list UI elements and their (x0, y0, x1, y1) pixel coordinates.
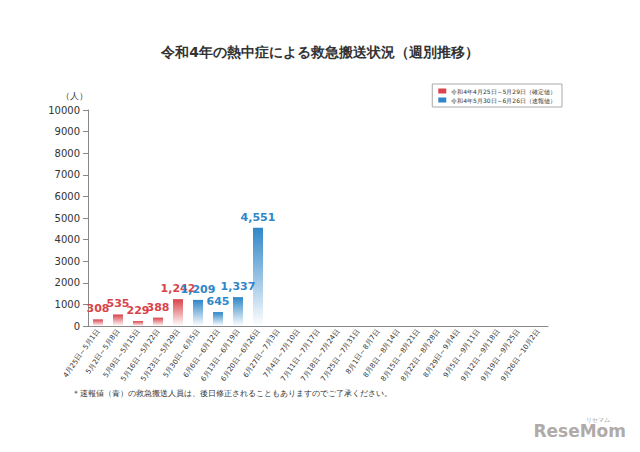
svg-text:8月22日～8月28日: 8月22日～8月28日 (399, 327, 442, 383)
svg-text:4月25日～5月1日: 4月25日～5月1日 (62, 328, 101, 379)
svg-text:9月19日～9月25日: 9月19日～9月25日 (479, 327, 522, 383)
svg-text:645: 645 (207, 295, 230, 308)
svg-text:5000: 5000 (55, 213, 80, 224)
svg-text:5月23日～5月29日: 5月23日～5月29日 (139, 327, 182, 383)
svg-text:7月25日～7月31日: 7月25日～7月31日 (319, 327, 362, 383)
svg-text:6月27日～7月3日: 6月27日～7月3日 (242, 328, 281, 379)
svg-text:リセマム: リセマム (586, 415, 610, 423)
svg-text:令和4年5月30日～6月26日（速報値）: 令和4年5月30日～6月26日（速報値） (451, 97, 556, 105)
svg-text:6月20日～6月26日: 6月20日～6月26日 (219, 327, 262, 383)
svg-text:9000: 9000 (55, 126, 80, 137)
svg-text:1,337: 1,337 (221, 280, 256, 293)
svg-text:8月15日～8月21日: 8月15日～8月21日 (379, 327, 422, 383)
svg-text:10000: 10000 (48, 105, 80, 116)
svg-text:7000: 7000 (55, 169, 80, 180)
svg-text:0: 0 (74, 321, 80, 332)
svg-text:ReseMom: ReseMom (533, 421, 626, 441)
svg-text:4000: 4000 (55, 234, 80, 245)
svg-text:2000: 2000 (55, 277, 80, 288)
svg-text:＊速報値（青）の救急搬送人員は、後日修正されることもあります: ＊速報値（青）の救急搬送人員は、後日修正されることもありますのでご了承ください。 (72, 389, 392, 398)
svg-text:308: 308 (86, 302, 110, 316)
svg-text:9月26日～10月2日: 9月26日～10月2日 (499, 328, 541, 383)
svg-text:1000: 1000 (55, 299, 80, 310)
svg-text:4,551: 4,551 (241, 211, 276, 224)
svg-text:8月1日～8月7日: 8月1日～8月7日 (344, 327, 382, 376)
svg-text:229: 229 (126, 304, 150, 318)
svg-text:1,209: 1,209 (181, 283, 216, 296)
svg-text:6月13日～6月19日: 6月13日～6月19日 (199, 327, 242, 383)
svg-text:7月4日～7月10日: 7月4日～7月10日 (262, 328, 301, 379)
svg-text:6000: 6000 (55, 191, 80, 202)
svg-text:5月9日～5月15日: 5月9日～5月15日 (102, 328, 141, 379)
svg-text:8月8日～8月14日: 8月8日～8月14日 (362, 328, 401, 379)
svg-text:3000: 3000 (55, 256, 80, 267)
svg-text:5月16日～5月22日: 5月16日～5月22日 (119, 327, 162, 383)
svg-text:（人）: （人） (61, 91, 88, 101)
svg-text:7月18日～7月24日: 7月18日～7月24日 (299, 327, 342, 383)
svg-text:令和4年の熱中症による救急搬送状況（週別推移）: 令和4年の熱中症による救急搬送状況（週別推移） (160, 44, 479, 60)
svg-text:1,242: 1,242 (160, 282, 196, 296)
svg-text:535: 535 (106, 297, 130, 311)
svg-text:9月12日～9月18日: 9月12日～9月18日 (459, 327, 502, 383)
svg-text:令和4年4月25日～5月29日（確定値）: 令和4年4月25日～5月29日（確定値） (451, 88, 556, 96)
svg-text:388: 388 (147, 301, 170, 314)
svg-text:5月30日～6月5日: 5月30日～6月5日 (162, 328, 201, 379)
svg-text:8000: 8000 (55, 148, 80, 159)
svg-text:5月2日～5月8日: 5月2日～5月8日 (84, 327, 122, 376)
svg-text:7月11日～7月17日: 7月11日～7月17日 (279, 327, 322, 383)
svg-text:9月5日～9月11日: 9月5日～9月11日 (442, 328, 481, 379)
svg-text:8月29日～9月4日: 8月29日～9月4日 (422, 328, 461, 379)
svg-text:6月6日～6月12日: 6月6日～6月12日 (182, 328, 221, 379)
